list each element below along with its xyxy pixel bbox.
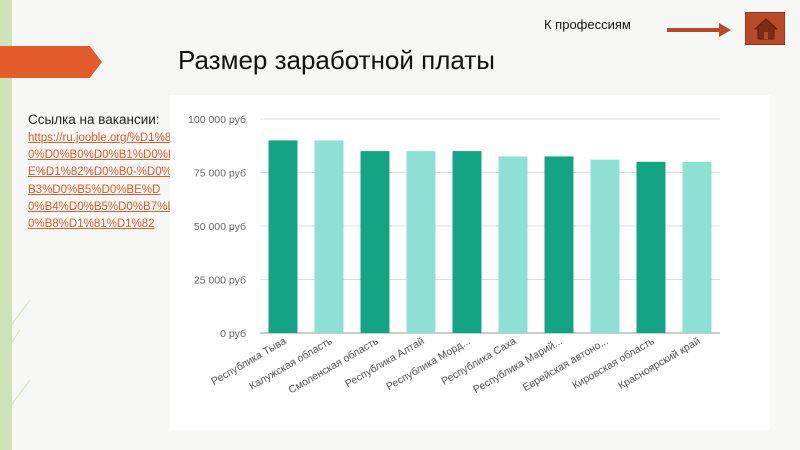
- bar: [314, 140, 344, 333]
- bar: [544, 156, 574, 333]
- bar: [590, 159, 620, 333]
- x-category-label: Республика Тыва: [209, 335, 288, 388]
- bar: [268, 140, 298, 333]
- bar: [452, 151, 482, 333]
- left-accent-strip: [0, 0, 12, 450]
- y-tick-label: 25 000 руб: [194, 275, 246, 287]
- vacancy-link[interactable]: https://ru.jooble.org/%D1%80%D0%B0%D0%B1…: [28, 132, 176, 231]
- title-accent-tab: [0, 46, 102, 78]
- y-tick-label: 0 руб: [220, 328, 246, 340]
- home-icon: [754, 18, 778, 40]
- bar: [360, 151, 390, 333]
- professions-link-label[interactable]: К профессиям: [544, 17, 631, 32]
- y-tick-label: 100 000 руб: [188, 114, 246, 126]
- bar: [636, 161, 666, 333]
- page-title: Размер заработной платы: [178, 45, 495, 75]
- arrow-right-icon[interactable]: [667, 22, 731, 38]
- salary-bar-chart: 0 руб 25 000 руб 50 000 руб 75 000 руб 100 0…: [188, 114, 720, 396]
- x-category-label: Кировская область: [570, 335, 657, 392]
- vacancy-link-caption: Ссылка на вакансии:: [28, 112, 160, 127]
- salary-chart-panel: 0 руб 25 000 руб 50 000 руб 75 000 руб 100 0…: [170, 95, 770, 430]
- bar: [498, 156, 528, 333]
- bar: [682, 161, 712, 333]
- y-tick-label: 50 000 руб: [194, 221, 246, 233]
- x-category-label: Еврейская автоно...: [521, 335, 611, 394]
- decorative-lines: [0, 299, 30, 421]
- home-button[interactable]: [745, 12, 785, 45]
- y-tick-label: 75 000 руб: [194, 168, 246, 180]
- bar: [406, 151, 436, 333]
- x-category-label: Красноярский край: [616, 335, 703, 392]
- x-category-label: Республика Морд...: [384, 335, 472, 393]
